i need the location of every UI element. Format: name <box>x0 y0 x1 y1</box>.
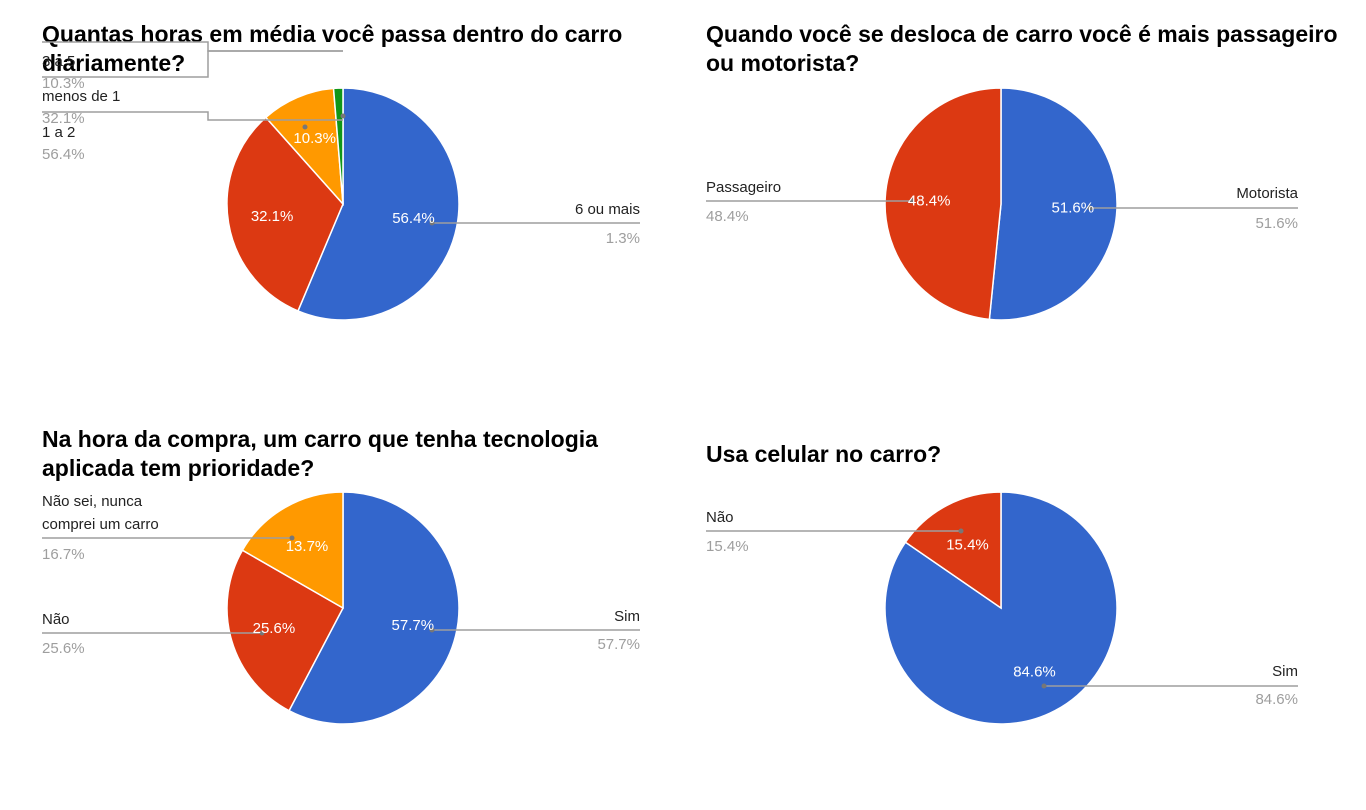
legend-label-menos-de-1: menos de 1 <box>42 88 120 105</box>
leader-lines <box>42 41 640 226</box>
slice-percent-1-a-2: 56.4% <box>392 210 435 227</box>
chart-3-panel: Na hora da compra, um carro que tenha te… <box>42 425 682 795</box>
leader-dot-nao-sei-nunca-comprei-um-carro <box>289 535 295 541</box>
legend-label-3-a-5: 3 a 5 <box>42 53 75 70</box>
legend-label-sim: Sim <box>614 608 640 625</box>
slice-percent-3-a-5: 10.3% <box>293 130 336 147</box>
legend-value-nao: 15.4% <box>706 538 749 555</box>
labels: 56.4% 1 a 2 56.4% 32.1% menos de 1 32.1% 10.3%… <box>42 53 640 247</box>
legend-label-1-a-2: 1 a 2 <box>42 124 75 141</box>
leader-dot-passageiro <box>909 198 915 204</box>
legend-value-nao-sei-nunca-comprei-um-carro: 16.7% <box>42 546 85 563</box>
chart-3-pie: 57.7% Sim 57.7% 25.6% Não 25.6% 13.7% Não sei, … <box>42 491 640 725</box>
pie-slice-1-a-2 <box>296 87 460 321</box>
legend-label-nao: Não <box>706 509 734 526</box>
chart-4-panel: Usa celular no carro? 84.6% Sim 84.6% 15.4%… <box>706 440 1346 810</box>
legend-value-menos-de-1: 32.1% <box>42 110 85 127</box>
legend-label-nao-sei-nunca-comprei-um-carro: Não sei, nunca <box>42 493 143 510</box>
pie-slice-passageiro <box>884 87 1002 321</box>
slices <box>884 87 1118 321</box>
legend-value-sim: 84.6% <box>1255 691 1298 708</box>
pie-slice-nao-sei-nunca-comprei-um-carro <box>241 491 344 610</box>
leader-dot-sim <box>429 627 435 633</box>
slice-percent-menos-de-1: 32.1% <box>251 208 294 225</box>
legend-value-sim: 57.7% <box>597 636 640 653</box>
leader-dot-motorista <box>1087 205 1093 211</box>
legend-value-1-a-2: 56.4% <box>42 146 85 163</box>
slice-percent-nao: 15.4% <box>946 536 989 553</box>
legend-label-sim: Sim <box>1272 663 1298 680</box>
pie-slice-menos-de-1 <box>226 116 344 312</box>
leader-dot-3-a-5 <box>340 113 346 119</box>
legend-value-3-a-5: 10.3% <box>42 75 85 92</box>
chart-3-title: Na hora da compra, um carro que tenha te… <box>42 426 598 481</box>
legend-label-nao: Não <box>42 611 70 628</box>
legend-value-nao: 25.6% <box>42 640 85 657</box>
legend-label-motorista: Motorista <box>1236 185 1298 202</box>
leader-line-3-a-5 <box>42 41 343 52</box>
chart-1-pie: 56.4% 1 a 2 56.4% 32.1% menos de 1 32.1% 10.3%… <box>42 41 640 321</box>
pie-slice-motorista <box>988 87 1118 321</box>
legend-value-passageiro: 48.4% <box>706 208 749 225</box>
legend-value-6-ou-mais: 1.3% <box>606 230 640 247</box>
pie-slice-sim <box>288 491 460 725</box>
pie-slice-nao <box>226 549 344 712</box>
slice-percent-nao: 25.6% <box>253 620 296 637</box>
labels: 57.7% Sim 57.7% 25.6% Não 25.6% 13.7% Não sei, … <box>42 493 640 657</box>
legend-label-nao-sei-nunca-comprei-um-carro: comprei um carro <box>42 516 159 533</box>
leader-dot-nao <box>958 528 964 534</box>
slice-percent-sim: 57.7% <box>392 617 435 634</box>
chart-2-panel: Quando você se desloca de carro você é m… <box>706 20 1346 390</box>
pie-slice-6-ou-mais <box>332 87 344 205</box>
leader-line-1-a-2 <box>42 111 343 121</box>
slices <box>226 87 460 321</box>
pie-slice-nao <box>904 491 1002 610</box>
leader-dot-sim <box>1041 683 1047 689</box>
labels: 84.6% Sim 84.6% 15.4% Não 15.4% <box>706 509 1298 708</box>
slices <box>226 491 460 725</box>
leader-lines <box>706 198 1298 211</box>
leader-line-menos-de-1 <box>42 50 343 78</box>
chart-4-pie: 84.6% Sim 84.6% 15.4% Não 15.4% <box>706 491 1298 725</box>
slice-percent-passageiro: 48.4% <box>908 192 951 209</box>
slice-percent-sim: 84.6% <box>1013 664 1056 681</box>
legend-label-passageiro: Passageiro <box>706 179 781 196</box>
slice-percent-motorista: 51.6% <box>1052 200 1095 217</box>
legend-label-6-ou-mais: 6 ou mais <box>575 201 640 218</box>
leader-lines <box>42 535 640 636</box>
chart-1-panel: Quantas horas em média você passa dentro… <box>42 20 682 390</box>
chart-2-title: Quando você se desloca de carro você é m… <box>706 21 1338 76</box>
chart-2-pie: 51.6% Motorista 51.6% 48.4% Passageiro 48.4% <box>706 87 1299 321</box>
leader-lines <box>706 528 1298 689</box>
leader-dot-6-ou-mais <box>429 220 435 226</box>
slices <box>884 491 1118 725</box>
leader-dot-menos-de-1 <box>302 124 308 130</box>
labels: 51.6% Motorista 51.6% 48.4% Passageiro 48.4% <box>706 179 1299 232</box>
slice-percent-nao-sei-nunca-comprei-um-carro: 13.7% <box>286 538 329 555</box>
pie-slice-3-a-5 <box>264 87 344 207</box>
leader-dot-nao <box>259 630 265 636</box>
legend-value-motorista: 51.6% <box>1255 215 1298 232</box>
chart-4-title: Usa celular no carro? <box>706 441 942 467</box>
